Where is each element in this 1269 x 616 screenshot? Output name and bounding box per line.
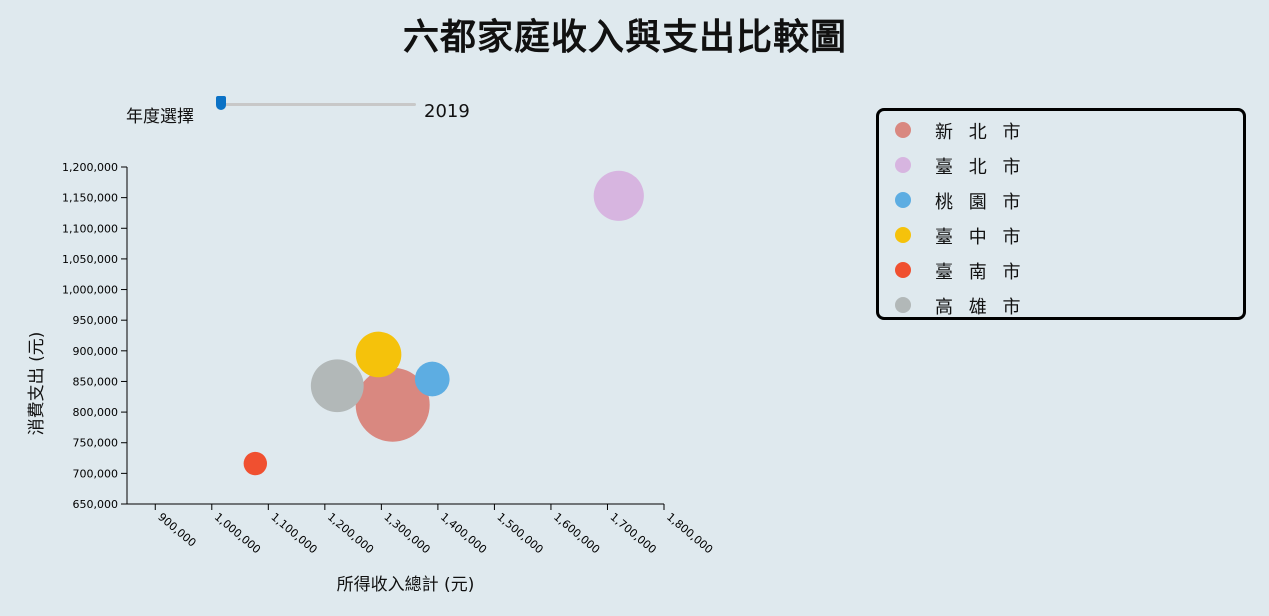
legend-label: 臺 北 市 xyxy=(935,157,1026,178)
y-tick-label: 1,200,000 xyxy=(62,161,118,174)
y-tick-label: 1,050,000 xyxy=(62,253,118,266)
y-tick-label: 950,000 xyxy=(73,314,119,327)
year-label: 年度選擇 xyxy=(126,107,194,127)
x-tick-label: 900,000 xyxy=(155,510,198,549)
x-tick-label: 1,200,000 xyxy=(325,510,376,556)
legend-label: 臺 中 市 xyxy=(935,227,1026,248)
y-axis-label: 消費支出 (元) xyxy=(27,332,47,436)
x-tick-label: 1,100,000 xyxy=(268,510,319,556)
legend-swatch xyxy=(895,297,911,313)
y-tick-label: 650,000 xyxy=(73,498,119,511)
legend-label: 新 北 市 xyxy=(935,122,1026,143)
y-tick-label: 1,000,000 xyxy=(62,284,118,297)
legend-swatch xyxy=(895,122,911,138)
x-tick-label: 1,700,000 xyxy=(608,510,659,556)
x-tick-label: 1,400,000 xyxy=(438,510,489,556)
y-tick-label: 700,000 xyxy=(73,467,119,480)
y-tick-label: 1,150,000 xyxy=(62,192,118,205)
legend-label: 高 雄 市 xyxy=(935,297,1026,318)
bubble-point xyxy=(243,451,268,476)
legend-swatch xyxy=(895,192,911,208)
bubble-point xyxy=(355,367,430,442)
legend: 新 北 市臺 北 市桃 園 市臺 中 市臺 南 市高 雄 市 xyxy=(876,108,1246,320)
bubble-chart: 650,000 700,000 750,000 800,000 850,000 900,0… xyxy=(27,161,715,595)
x-tick-label: 1,600,000 xyxy=(551,510,602,556)
x-tick-label: 1,500,000 xyxy=(494,510,545,556)
legend-swatch xyxy=(895,227,911,243)
chart-title: 六都家庭收入與支出比較圖 xyxy=(402,17,847,58)
bubble-point xyxy=(593,170,644,221)
bubble-point xyxy=(310,359,364,413)
year-slider-track[interactable] xyxy=(216,103,416,106)
y-tick-label: 750,000 xyxy=(73,437,119,450)
y-tick-label: 900,000 xyxy=(73,345,119,358)
year-slider-thumb[interactable] xyxy=(216,96,226,110)
y-tick-label: 850,000 xyxy=(73,375,119,388)
bubble-point xyxy=(414,361,450,397)
legend-swatch xyxy=(895,157,911,173)
y-tick-label: 800,000 xyxy=(73,406,119,419)
x-tick-label: 1,800,000 xyxy=(664,510,715,556)
x-tick-label: 1,300,000 xyxy=(381,510,432,556)
legend-label: 臺 南 市 xyxy=(935,262,1026,283)
year-value: 2019 xyxy=(424,101,470,122)
bubble-point xyxy=(355,331,402,378)
y-tick-label: 1,100,000 xyxy=(62,222,118,235)
x-axis-label: 所得收入總計 (元) xyxy=(337,575,475,595)
legend-label: 桃 園 市 xyxy=(935,192,1026,213)
legend-swatch xyxy=(895,262,911,278)
x-tick-label: 1,000,000 xyxy=(212,510,263,556)
